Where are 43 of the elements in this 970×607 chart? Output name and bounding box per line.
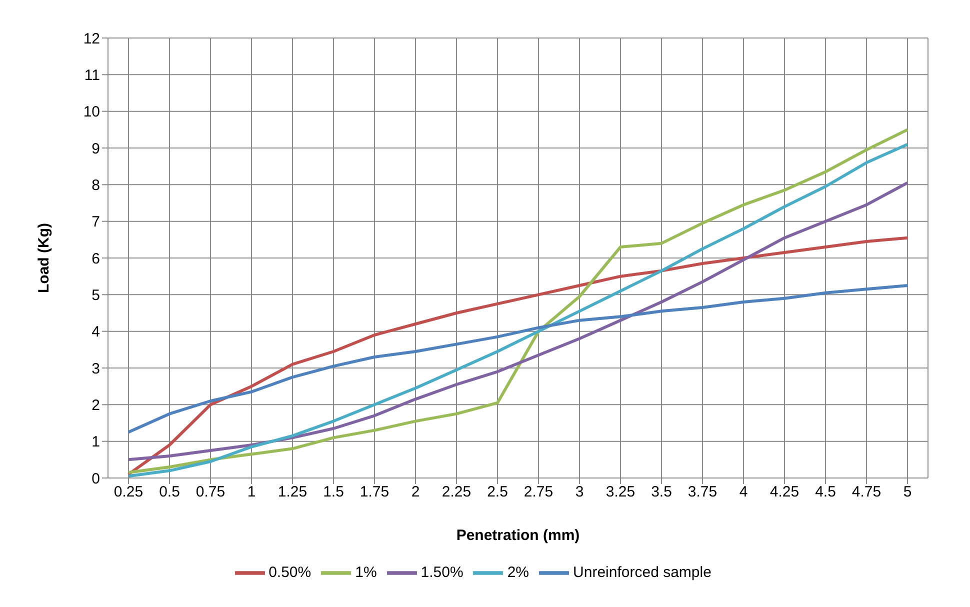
- x-tick-label: 0.75: [196, 484, 226, 501]
- x-tick-label: 1.75: [360, 484, 390, 501]
- x-tick-label: 2: [411, 484, 420, 501]
- y-tick-label: 10: [83, 104, 100, 121]
- legend-label: 1.50%: [420, 564, 464, 581]
- y-tick-label: 7: [92, 214, 100, 231]
- y-tick-label: 2: [92, 396, 100, 414]
- y-tick-label: 6: [92, 250, 100, 268]
- legend-label: 2%: [507, 564, 530, 581]
- y-axis-title: Load (Kg): [35, 223, 52, 293]
- x-tick-label: 3.75: [688, 484, 718, 501]
- legend-label: 0.50%: [268, 564, 312, 581]
- x-tick-label: 0.5: [159, 484, 180, 501]
- x-tick-label: 3: [575, 484, 584, 501]
- line-series: [127, 284, 909, 434]
- x-tick-label: 0.25: [114, 484, 144, 501]
- x-tick-label: 2.75: [524, 484, 554, 501]
- y-tick-label: 3: [92, 360, 100, 378]
- x-tick-label: 2.25: [442, 484, 472, 501]
- y-tick-label: 0: [92, 470, 100, 488]
- x-tick-label: 1.5: [323, 484, 344, 501]
- y-tick-label: 4: [92, 324, 100, 341]
- y-tick-label: 12: [83, 30, 100, 48]
- x-tick-label: 4.25: [770, 484, 800, 501]
- legend-label: Unreinforced sample: [573, 564, 712, 581]
- y-tick-label: 1: [92, 434, 100, 451]
- x-axis-title: Penetration (mm): [456, 527, 580, 544]
- y-tick-label: 11: [84, 66, 100, 84]
- x-tick-label: 4.75: [852, 484, 882, 501]
- x-tick-label: 3.25: [606, 484, 636, 501]
- x-tick-label: 1.25: [278, 484, 308, 501]
- line-series: [127, 181, 909, 462]
- x-tick-label: 4.5: [815, 484, 836, 501]
- x-tick-label: 3.5: [651, 484, 672, 501]
- y-tick-label: 9: [92, 140, 100, 158]
- x-tick-label: 1: [247, 484, 256, 501]
- x-tick-label: 2.5: [487, 484, 508, 501]
- y-tick-label: 8: [92, 176, 100, 194]
- y-tick-label: 5: [92, 286, 100, 304]
- line-series: [127, 236, 909, 476]
- x-tick-label: 5: [903, 484, 912, 501]
- x-tick-label: 4: [739, 484, 748, 501]
- legend-label: 1%: [355, 564, 377, 581]
